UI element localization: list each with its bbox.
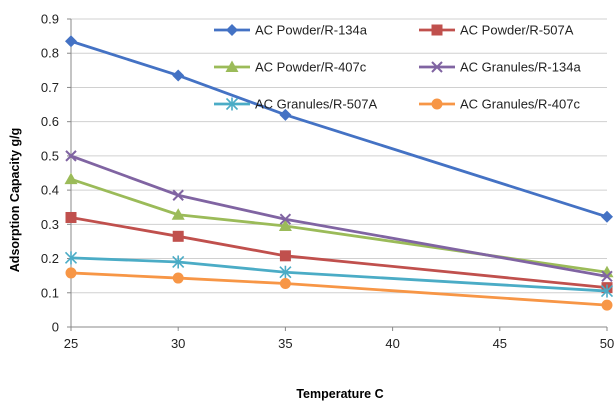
data-point [172, 69, 185, 82]
legend-swatch-marker [225, 97, 239, 111]
legend-entry: AC Powder/R-507A [419, 23, 574, 38]
legend-swatch-marker [226, 24, 238, 36]
legend-label: AC Granules/R-134a [460, 60, 581, 75]
series-line [70, 271, 608, 307]
y-tick-label: 0.9 [41, 12, 59, 27]
y-tick-label: 0.5 [41, 148, 59, 163]
legend-entry: AC Granules/R-134a [419, 60, 581, 75]
data-point [278, 219, 292, 232]
y-tick-label: 0.6 [41, 114, 59, 129]
series-0 [65, 35, 613, 223]
x-tick-label: 50 [600, 336, 614, 351]
tick-labels: 0 0.1 0.2 0.3 0.4 0.5 0.6 0.7 0.8 0.9 25 30 35 40 45 50 [41, 12, 614, 352]
data-point [172, 189, 184, 201]
legend-label: AC Powder/R-134a [255, 23, 368, 38]
legend-entry: AC Granules/R-407c [419, 97, 580, 112]
legend-entry: AC Powder/R-134a [214, 23, 368, 38]
series-line [70, 256, 608, 293]
data-point [172, 230, 184, 242]
data-point [65, 267, 77, 279]
marker-stroke [65, 150, 77, 162]
series-3 [65, 150, 613, 283]
data-point [279, 250, 291, 262]
data-point [601, 210, 613, 223]
data-point [64, 172, 78, 185]
series-line [70, 39, 608, 219]
series-5 [65, 267, 613, 311]
x-tick-label: 25 [64, 336, 78, 351]
data-point [279, 265, 292, 279]
data-point [601, 270, 613, 283]
legend-entry: AC Granules/R-507A [214, 97, 377, 112]
y-axis-title: Adsorption Capacity g/g [8, 128, 22, 272]
legend-label: AC Powder/R-407c [255, 60, 367, 75]
data-point [279, 213, 292, 225]
y-tick-label: 0.7 [41, 80, 59, 95]
legend-swatch-marker [431, 24, 443, 36]
x-tick-label: 35 [278, 336, 292, 351]
legend-label: AC Granules/R-507A [255, 97, 377, 112]
series-4 [64, 251, 614, 298]
legend: AC Powder/R-134a AC Powder/R-507A AC Powde… [214, 23, 581, 112]
series-lines [64, 35, 614, 311]
legend-swatch-marker [431, 98, 443, 110]
data-point [171, 208, 185, 220]
legend-label: AC Granules/R-407c [460, 97, 580, 112]
data-point [601, 299, 613, 311]
marker-stroke [601, 270, 613, 283]
data-point [65, 150, 77, 162]
y-tick-label: 0.1 [41, 285, 59, 300]
x-tick-label: 30 [171, 336, 185, 351]
marker-stroke [279, 213, 292, 225]
y-tick-label: 0.3 [41, 217, 59, 232]
data-point [65, 211, 77, 223]
data-point [600, 284, 614, 298]
x-tick-label: 40 [385, 336, 399, 351]
legend-swatch-marker [431, 61, 443, 73]
legend-label: AC Powder/R-507A [460, 23, 574, 38]
marker-stroke [431, 61, 443, 73]
marker-stroke [172, 189, 184, 201]
y-tick-label: 0 [52, 320, 59, 335]
x-axis-title: Temperature C [296, 387, 383, 401]
legend-entry: AC Powder/R-407c [214, 60, 367, 75]
y-tick-label: 0.4 [41, 183, 59, 198]
y-tick-label: 0.8 [41, 46, 59, 61]
legend-swatch-marker [225, 60, 239, 72]
data-point [172, 272, 184, 284]
series-line [70, 154, 608, 278]
data-point [64, 251, 78, 265]
data-point [65, 35, 77, 48]
data-point [279, 278, 291, 290]
data-point [279, 108, 292, 121]
data-point [172, 255, 185, 269]
y-tick-label: 0.2 [41, 251, 59, 266]
series-line [70, 216, 608, 290]
x-tick-label: 45 [493, 336, 507, 351]
